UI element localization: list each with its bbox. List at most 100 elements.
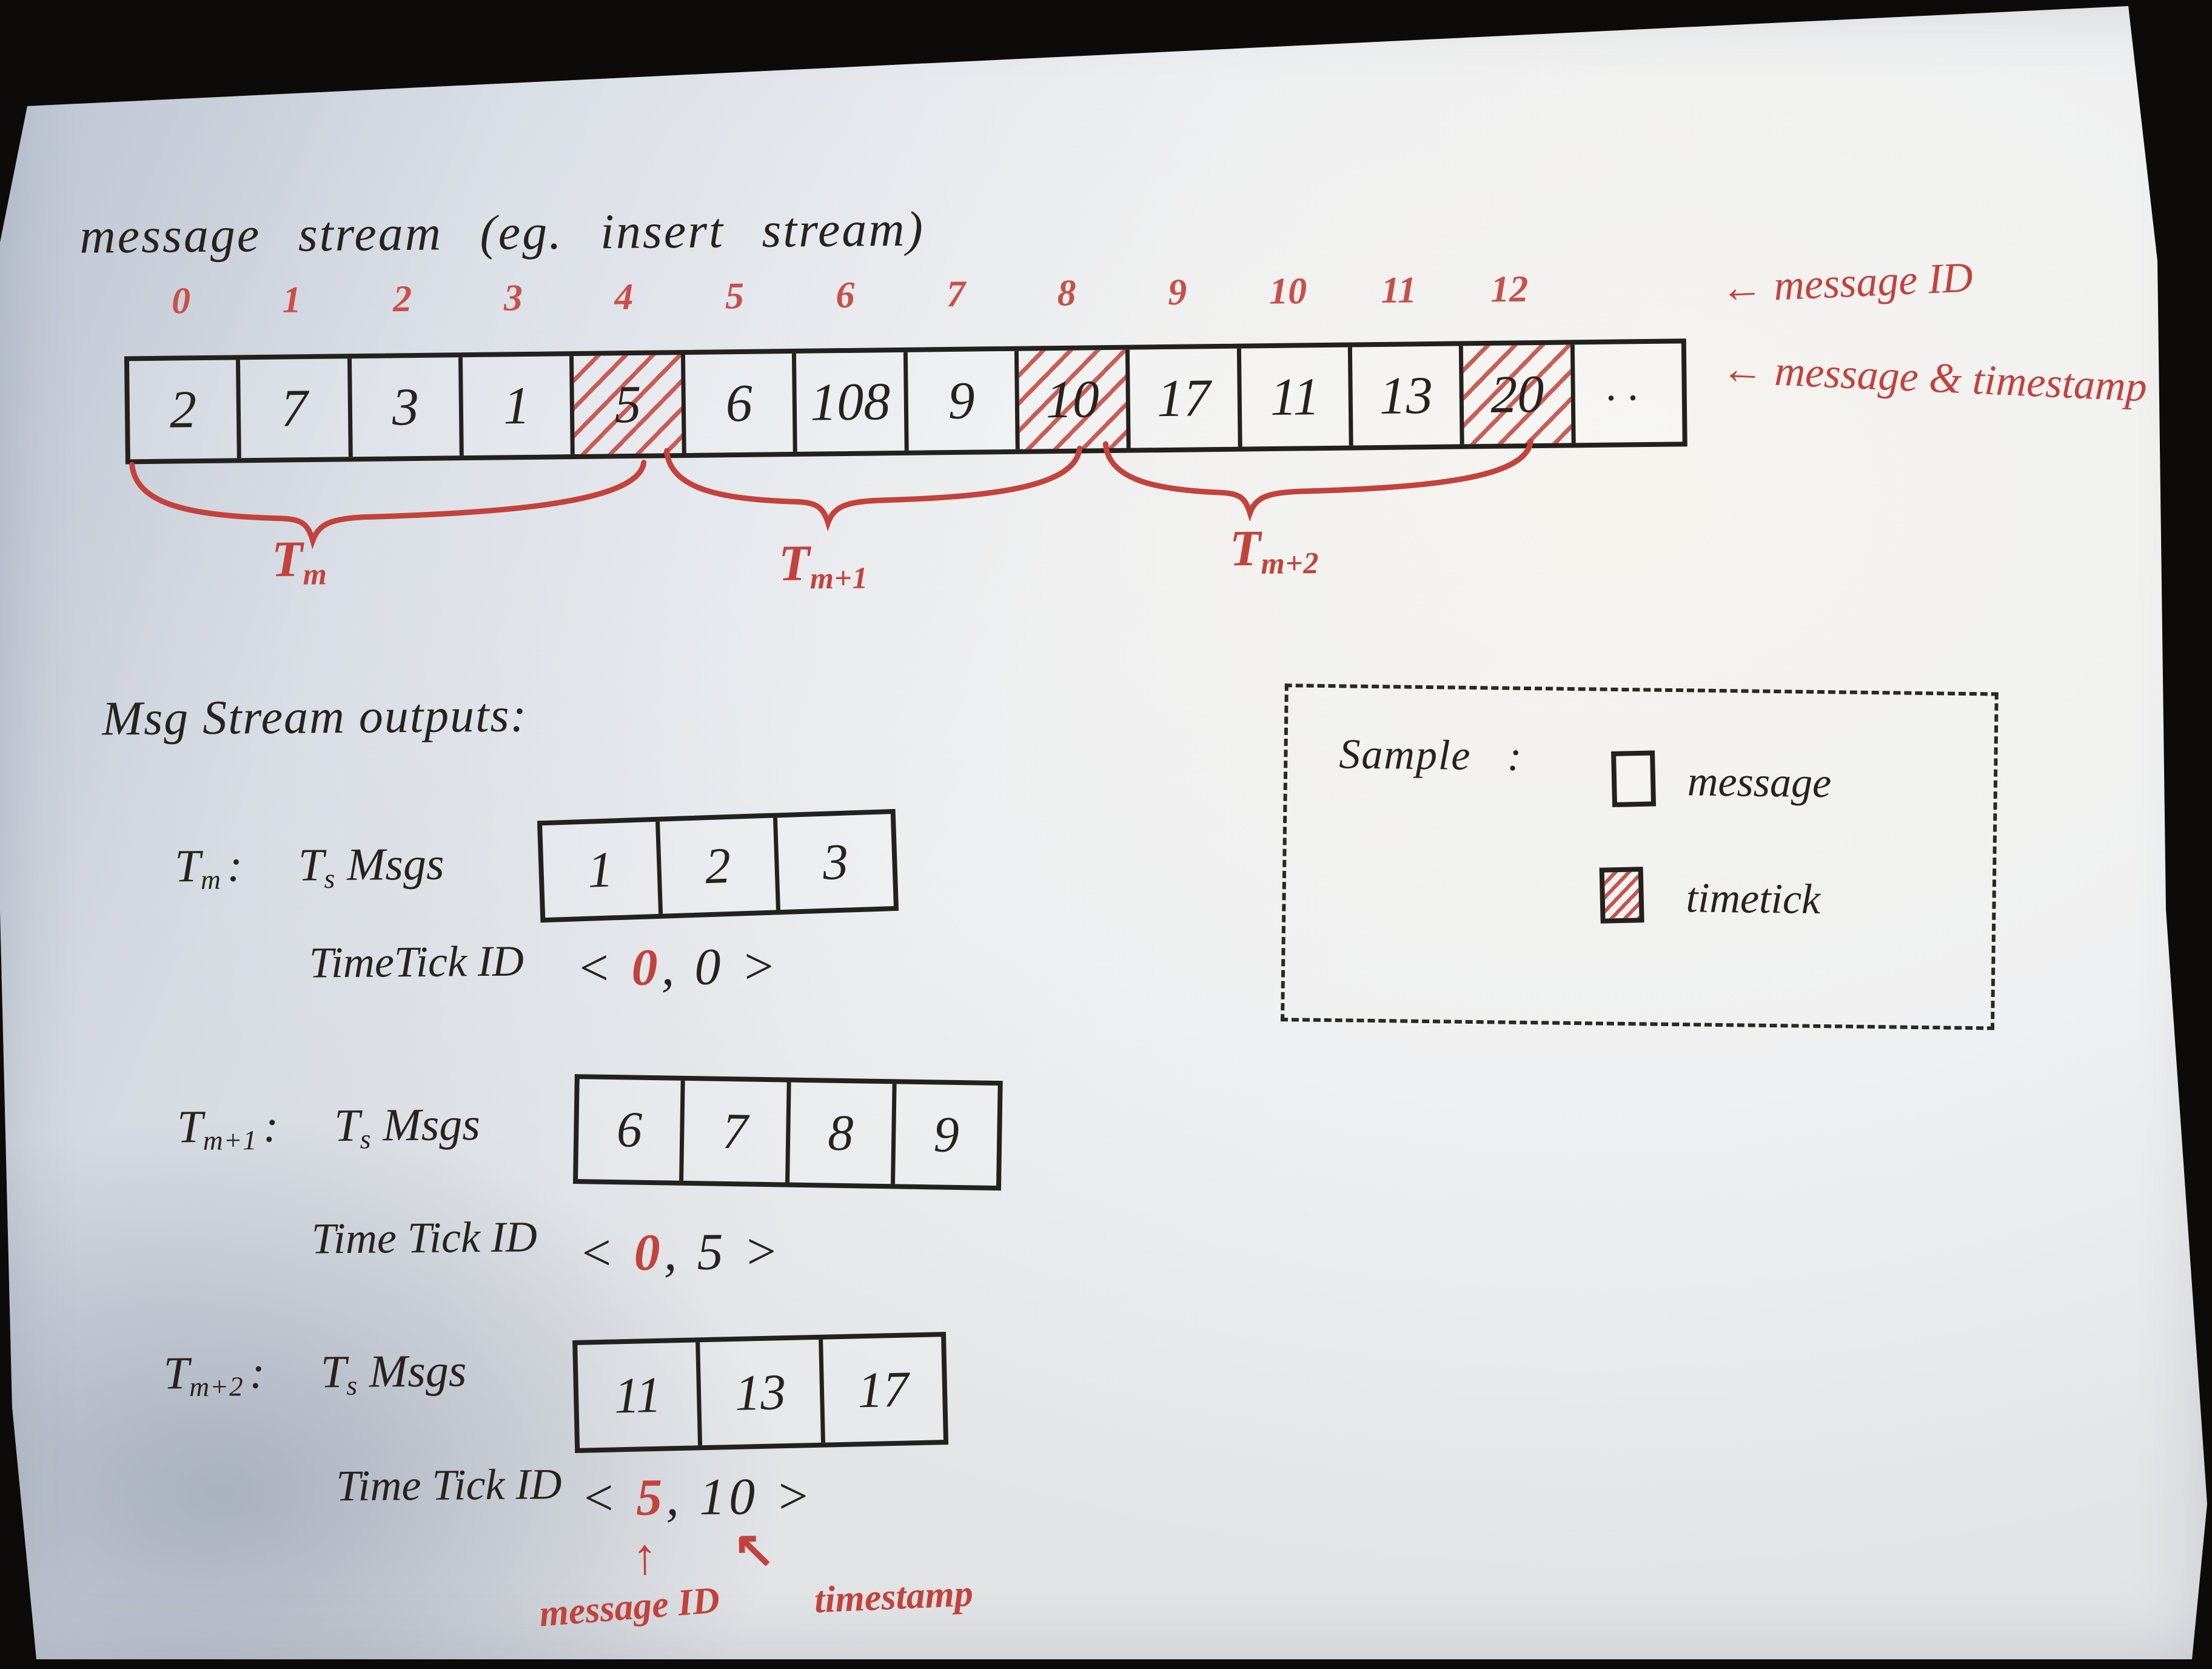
tuple-msg-id-caption: message ID [538,1579,722,1636]
stream-cell-message: 3 [352,357,464,457]
message-timestamp-annotation: ←message & timestamp [1720,345,2148,412]
output-row-label-tm1: Tm+1: Ts Msgs [177,1098,480,1157]
index-label: 3 [458,277,569,344]
stream-cell-message: 13 [1352,346,1464,445]
outputs-heading: Msg Stream outputs: [102,688,528,747]
index-label: 11 [1343,269,1455,337]
window-brace-tm [127,454,649,549]
tuple-close: > [775,1466,814,1525]
ts-msgs-label: T [298,839,324,890]
tuple-separator: , [661,938,678,996]
output-row-label-tm: Tm:Ts Msgs [175,838,444,896]
tick-tuple-tm2: < 5, 10 > [580,1465,814,1528]
timetick-symbol [1600,867,1644,924]
output-msgs-box-tm: 1 2 3 [537,809,899,923]
ts-msgs-subscript: s [360,1123,372,1154]
stream-cell-timetick: 20 [1463,344,1575,444]
window-label-base: T [1230,520,1261,577]
row-window-base: T [175,841,201,892]
stream-index-row: 0 1 2 3 4 5 6 7 8 9 10 11 12 [126,267,1676,347]
index-label: 4 [568,275,680,343]
tuple-open: < [576,938,615,997]
left-arrow-icon: ← [1720,263,1764,312]
output-cell: 3 [777,814,894,910]
legend-heading-text: Sample [1339,731,1472,779]
window-label-tm1: Tm+1 [779,533,868,596]
tick-label-tm2: Time Tick ID [336,1459,562,1511]
index-label: 6 [789,274,901,341]
output-cell: 8 [789,1083,897,1184]
message-id-annotation: ←message ID [1720,254,1974,313]
tuple-close: > [741,937,780,996]
ts-msgs-label: T [320,1346,346,1397]
output-cell: 2 [660,818,780,913]
stream-cell-message: 1 [463,356,575,455]
ts-msgs-subscript: s [324,863,335,894]
output-cell: 17 [823,1337,943,1442]
tuple-close: > [743,1222,783,1281]
window-brace-tm2 [1101,434,1535,520]
colon: : [249,1347,265,1398]
message-symbol [1611,750,1656,807]
tuple-open: < [578,1223,618,1282]
tick-timestamp: 5 [697,1222,727,1280]
stream-cell-message: 7 [240,358,352,458]
window-label-subscript: m+2 [1261,546,1319,580]
up-left-arrow-icon: ↖ [732,1519,776,1580]
output-cell: 9 [895,1084,998,1186]
colon: : [1507,733,1523,780]
window-label-subscript: m+1 [809,561,868,596]
tuple-separator: , [666,1468,683,1526]
ts-msgs-label: T [334,1100,360,1151]
output-msgs-box-tm2: 11 13 17 [572,1332,948,1453]
ts-msgs-subscript: s [346,1370,358,1401]
stream-cell-timetick: 5 [574,355,686,454]
row-window-subscript: m+1 [203,1124,257,1156]
stream-cell-message: 108 [796,352,908,452]
legend-message-label: message [1687,757,1831,808]
message-timestamp-annotation-text: message & timestamp [1774,348,2148,411]
index-label: 8 [1011,272,1123,340]
tick-label-tm: TimeTick ID [309,936,525,988]
tuple-separator: , [663,1223,680,1281]
message-id-annotation-text: message ID [1773,254,1974,309]
tick-tuple-tm1: < 0, 5 > [578,1221,783,1283]
colon: : [263,1101,279,1152]
tick-timestamp: 10 [699,1467,759,1526]
stream-cell-message: 11 [1241,347,1353,446]
page-title: message stream (eg. insert stream) [79,201,925,265]
sample-legend-box: Sample : message timetick [1281,683,1999,1030]
ts-msgs-label: Msgs [383,1099,480,1150]
tick-msg-id: 0 [634,1223,664,1281]
output-cell: 1 [542,822,663,918]
window-label-tm2: Tm+2 [1230,519,1319,581]
index-label: 2 [347,277,458,345]
stream-cell-timetick: 10 [1019,350,1131,449]
index-label: 10 [1233,270,1344,338]
index-label: 1 [236,278,348,346]
index-label: 7 [900,272,1012,340]
stream-cell-message: 6 [685,354,797,453]
tick-msg-id: 5 [636,1468,666,1526]
index-label: 9 [1122,270,1233,338]
up-arrow-icon: ↑ [632,1528,658,1587]
stream-cell-ellipsis: .. [1575,343,1683,443]
index-label: 0 [126,279,237,347]
row-window-base: T [163,1348,189,1399]
stream-cell-message: 2 [129,360,241,459]
window-label-base: T [272,531,303,588]
row-window-subscript: m+2 [189,1371,244,1402]
row-window-subscript: m [201,864,221,895]
legend-timetick-label: timetick [1686,874,1821,924]
row-window-base: T [177,1101,203,1152]
legend-heading: Sample : [1339,730,1523,781]
window-label-base: T [779,535,810,591]
left-arrow-icon: ← [1720,346,1765,394]
index-label: 5 [679,275,791,343]
window-brace-tm1 [662,442,1084,530]
output-cell: 11 [577,1342,702,1448]
window-label-tm: Tm [272,529,327,592]
tuple-open: < [580,1468,620,1527]
